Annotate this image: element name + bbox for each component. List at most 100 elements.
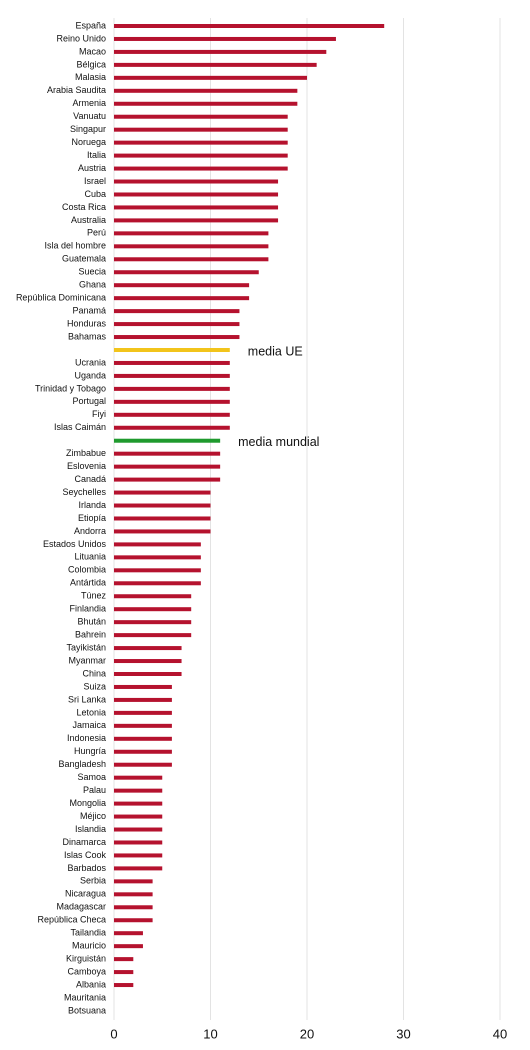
bar xyxy=(114,646,182,651)
y-tick-label: Etiopía xyxy=(78,513,106,523)
bar xyxy=(114,153,288,158)
y-tick-label: Dinamarca xyxy=(62,837,106,847)
y-tick-label: Irlanda xyxy=(78,500,106,510)
y-tick-label: Austria xyxy=(78,163,106,173)
bar xyxy=(114,360,230,365)
bar xyxy=(114,192,279,197)
y-tick-label: Macao xyxy=(79,46,106,56)
bar xyxy=(114,853,163,858)
y-tick-label: Canadá xyxy=(74,474,106,484)
y-tick-label: Isla del hombre xyxy=(44,241,106,251)
bar xyxy=(114,672,182,676)
y-tick-label: Mongolia xyxy=(69,798,106,808)
bar xyxy=(114,270,259,275)
bar xyxy=(114,866,163,871)
y-tick-label: Italia xyxy=(87,150,106,160)
bar xyxy=(114,684,172,689)
bar xyxy=(114,425,230,430)
bar xyxy=(114,736,172,741)
bar xyxy=(114,788,163,793)
highlight-label: media mundial xyxy=(238,435,319,449)
y-tick-label: Reino Unido xyxy=(56,33,106,43)
y-tick-label: Bélgica xyxy=(76,59,106,69)
bar xyxy=(114,827,163,832)
y-tick-label: Sri Lanka xyxy=(68,694,106,704)
bar xyxy=(114,970,134,975)
bar xyxy=(114,140,288,145)
bar xyxy=(114,114,288,119)
bar xyxy=(114,697,172,702)
y-tick-label: Andorra xyxy=(74,526,106,536)
bar xyxy=(114,322,240,327)
y-tick-label: Zimbabue xyxy=(66,448,106,458)
bar xyxy=(114,983,134,988)
bar xyxy=(114,801,163,806)
y-tick-label: Bhután xyxy=(77,617,106,627)
bar xyxy=(114,477,221,482)
bar xyxy=(114,529,211,534)
bar xyxy=(114,762,172,767)
y-tick-label: Letonia xyxy=(76,707,106,717)
bar xyxy=(114,36,336,41)
bar xyxy=(114,166,288,171)
y-tick-label: Mauritania xyxy=(64,992,106,1002)
bar xyxy=(114,49,327,54)
highlight-label: media UE xyxy=(248,344,303,358)
bar xyxy=(114,257,269,262)
bar xyxy=(114,814,163,819)
bar xyxy=(114,451,221,456)
bar xyxy=(114,568,201,573)
y-tick-label: Arabia Saudita xyxy=(47,85,106,95)
x-tick-label: 10 xyxy=(203,1026,217,1041)
bar xyxy=(114,335,240,340)
y-tick-label: Costa Rica xyxy=(62,202,106,212)
y-tick-label: Bahamas xyxy=(68,331,107,341)
y-tick-label: Antártida xyxy=(70,578,106,588)
bar xyxy=(114,490,211,495)
bar xyxy=(114,892,153,897)
bar xyxy=(114,386,230,391)
y-tick-label: Jamaica xyxy=(72,720,106,730)
bar xyxy=(114,581,201,586)
y-tick-label: Tailandia xyxy=(70,928,106,938)
bar xyxy=(114,205,279,210)
bar xyxy=(114,659,182,664)
y-tick-label: Kirguistán xyxy=(66,953,106,963)
y-tick-label: Ucrania xyxy=(75,357,106,367)
bar xyxy=(114,620,192,625)
bar xyxy=(114,957,134,962)
bar xyxy=(114,775,163,780)
bar xyxy=(114,594,192,599)
y-tick-label: Malasia xyxy=(75,72,106,82)
bar xyxy=(114,464,221,469)
bar xyxy=(114,944,143,949)
bar xyxy=(114,905,153,910)
x-tick-label: 30 xyxy=(396,1026,410,1041)
bar xyxy=(114,373,230,378)
bar xyxy=(114,710,172,715)
bar xyxy=(114,438,221,443)
bar xyxy=(114,723,172,728)
bar xyxy=(114,309,240,314)
y-tick-label: Hungría xyxy=(74,746,106,756)
y-tick-label: Botsuana xyxy=(68,1005,106,1015)
y-tick-label: Vanuatu xyxy=(73,111,106,121)
bar xyxy=(114,179,279,184)
bar xyxy=(114,918,153,923)
y-tick-label: Israel xyxy=(84,176,106,186)
bar xyxy=(114,412,230,417)
bar xyxy=(114,399,230,404)
bar xyxy=(114,24,385,28)
y-tick-label: Noruega xyxy=(71,137,106,147)
y-tick-label: China xyxy=(82,668,106,678)
bar xyxy=(114,218,279,223)
y-tick-label: Perú xyxy=(87,228,106,238)
bar xyxy=(114,749,172,754)
y-tick-label: Uganda xyxy=(74,370,106,380)
y-tick-label: Fiyi xyxy=(92,409,106,419)
y-tick-label: Estados Unidos xyxy=(43,539,107,549)
y-tick-label: Túnez xyxy=(81,591,107,601)
bar xyxy=(114,542,201,547)
bar xyxy=(114,88,298,93)
